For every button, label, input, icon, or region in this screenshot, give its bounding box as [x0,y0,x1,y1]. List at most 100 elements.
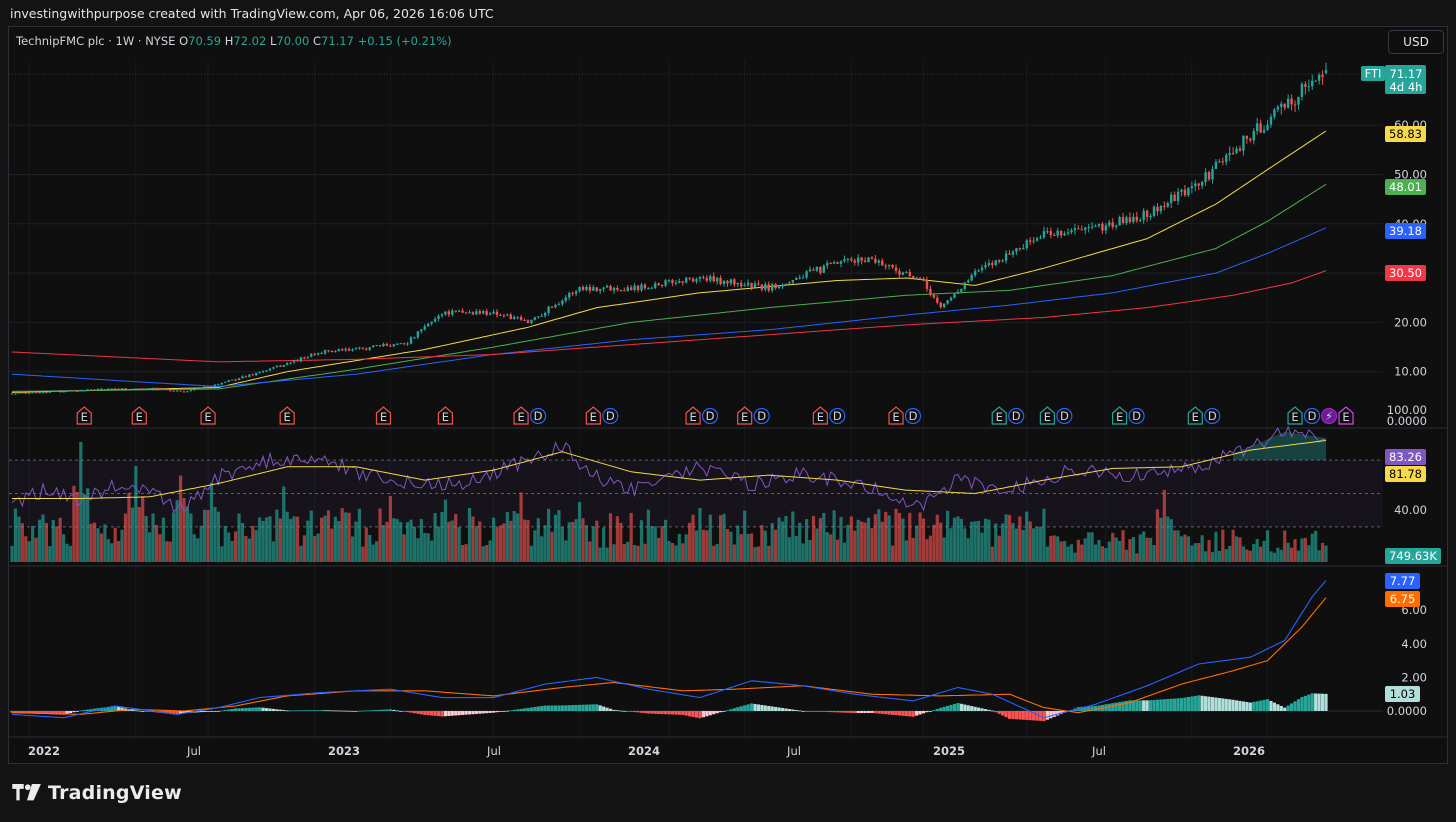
earnings-marker[interactable]: E [513,406,529,425]
candle-body[interactable] [1235,148,1238,154]
candle-body[interactable] [506,314,509,316]
dividend-marker[interactable]: D [1204,407,1221,425]
candle-body[interactable] [870,257,874,259]
candle-body[interactable] [822,265,825,273]
candle-body[interactable] [244,376,248,378]
candle-body[interactable] [791,279,795,283]
candle-body[interactable] [499,315,502,317]
candle-body[interactable] [949,297,953,301]
candle-body[interactable] [977,270,980,272]
candle-body[interactable] [440,314,444,316]
candle-body[interactable] [1259,123,1262,133]
candle-body[interactable] [103,389,107,391]
candle-body[interactable] [255,372,258,376]
candle-body[interactable] [285,363,289,366]
earnings-marker[interactable]: E [1039,406,1055,425]
candle-body[interactable] [1090,226,1094,228]
candle-body[interactable] [1156,206,1159,212]
candle-body[interactable] [134,388,138,390]
candle-body[interactable] [846,258,850,260]
candle-body[interactable] [169,390,172,392]
moving-average-tag[interactable]: 48.01 [1385,179,1426,195]
candle-body[interactable] [1142,210,1145,220]
candle-body[interactable] [722,281,726,285]
candle-body[interactable] [667,280,671,282]
candle-body[interactable] [485,311,488,315]
candle-body[interactable] [1228,152,1231,155]
candle-body[interactable] [932,294,936,298]
dividend-marker[interactable]: D [602,407,619,425]
candle-body[interactable] [1242,135,1245,151]
candle-body[interactable] [1283,103,1286,108]
candle-body[interactable] [784,283,788,285]
candle-body[interactable] [887,264,891,266]
candle-body[interactable] [956,291,960,294]
candle-body[interactable] [268,368,272,371]
candle-body[interactable] [1059,230,1063,236]
candle-body[interactable] [640,284,643,291]
candle-body[interactable] [155,388,158,390]
candle-body[interactable] [475,311,478,315]
candle-body[interactable] [643,284,647,289]
rsi-ma-line[interactable] [12,439,1327,499]
candle-body[interactable] [437,315,440,319]
candle-body[interactable] [151,388,155,390]
candle-body[interactable] [409,337,413,344]
candle-body[interactable] [599,288,602,291]
candle-body[interactable] [1125,217,1128,223]
candle-body[interactable] [292,360,296,363]
candle-body[interactable] [1145,210,1149,218]
candle-body[interactable] [774,284,777,289]
candle-body[interactable] [48,391,52,393]
candle-body[interactable] [158,388,162,390]
candle-body[interactable] [1276,106,1280,110]
candle-body[interactable] [1073,228,1077,231]
dividend-marker[interactable]: D [753,407,770,425]
candle-body[interactable] [227,380,230,382]
candle-body[interactable] [1311,80,1314,87]
candle-body[interactable] [1307,86,1311,88]
candle-body[interactable] [664,280,667,286]
candle-body[interactable] [55,391,58,393]
candle-body[interactable] [1190,186,1194,189]
candle-body[interactable] [850,258,853,261]
candle-body[interactable] [488,313,492,315]
candle-body[interactable] [533,317,537,320]
candle-body[interactable] [1084,227,1087,230]
candle-body[interactable] [826,263,829,266]
candle-body[interactable] [127,389,131,391]
candle-body[interactable] [1049,231,1053,236]
candle-body[interactable] [93,389,96,391]
split-marker[interactable]: ⚡ [1320,407,1338,425]
candle-body[interactable] [430,321,433,324]
candle-body[interactable] [368,347,371,350]
candle-body[interactable] [650,287,654,289]
candle-body[interactable] [1221,161,1225,163]
symbol-legend[interactable]: TechnipFMC plc · 1W · NYSE O70.59 H72.02… [16,34,452,48]
candle-body[interactable] [275,365,279,368]
candle-body[interactable] [980,267,984,271]
candle-body[interactable] [740,282,743,287]
candle-body[interactable] [296,360,299,362]
candle-body[interactable] [1152,206,1156,216]
candle-body[interactable] [358,347,361,349]
candle-body[interactable] [230,379,234,381]
candle-body[interactable] [38,392,41,394]
candle-body[interactable] [530,319,533,324]
candle-body[interactable] [912,276,915,278]
candle-body[interactable] [316,353,320,355]
macd-value-tag[interactable]: 7.77 [1385,573,1420,589]
macd-line[interactable] [11,580,1327,719]
earnings-marker[interactable]: E [737,406,753,425]
candle-body[interactable] [427,323,430,327]
candle-body[interactable] [279,365,282,367]
candle-body[interactable] [406,343,409,345]
candle-body[interactable] [588,286,592,291]
dividend-marker[interactable]: D [829,407,846,425]
candle-body[interactable] [678,281,681,283]
candle-body[interactable] [547,306,550,313]
candle-body[interactable] [21,392,24,394]
candle-body[interactable] [1070,230,1073,233]
candle-body[interactable] [213,384,217,387]
